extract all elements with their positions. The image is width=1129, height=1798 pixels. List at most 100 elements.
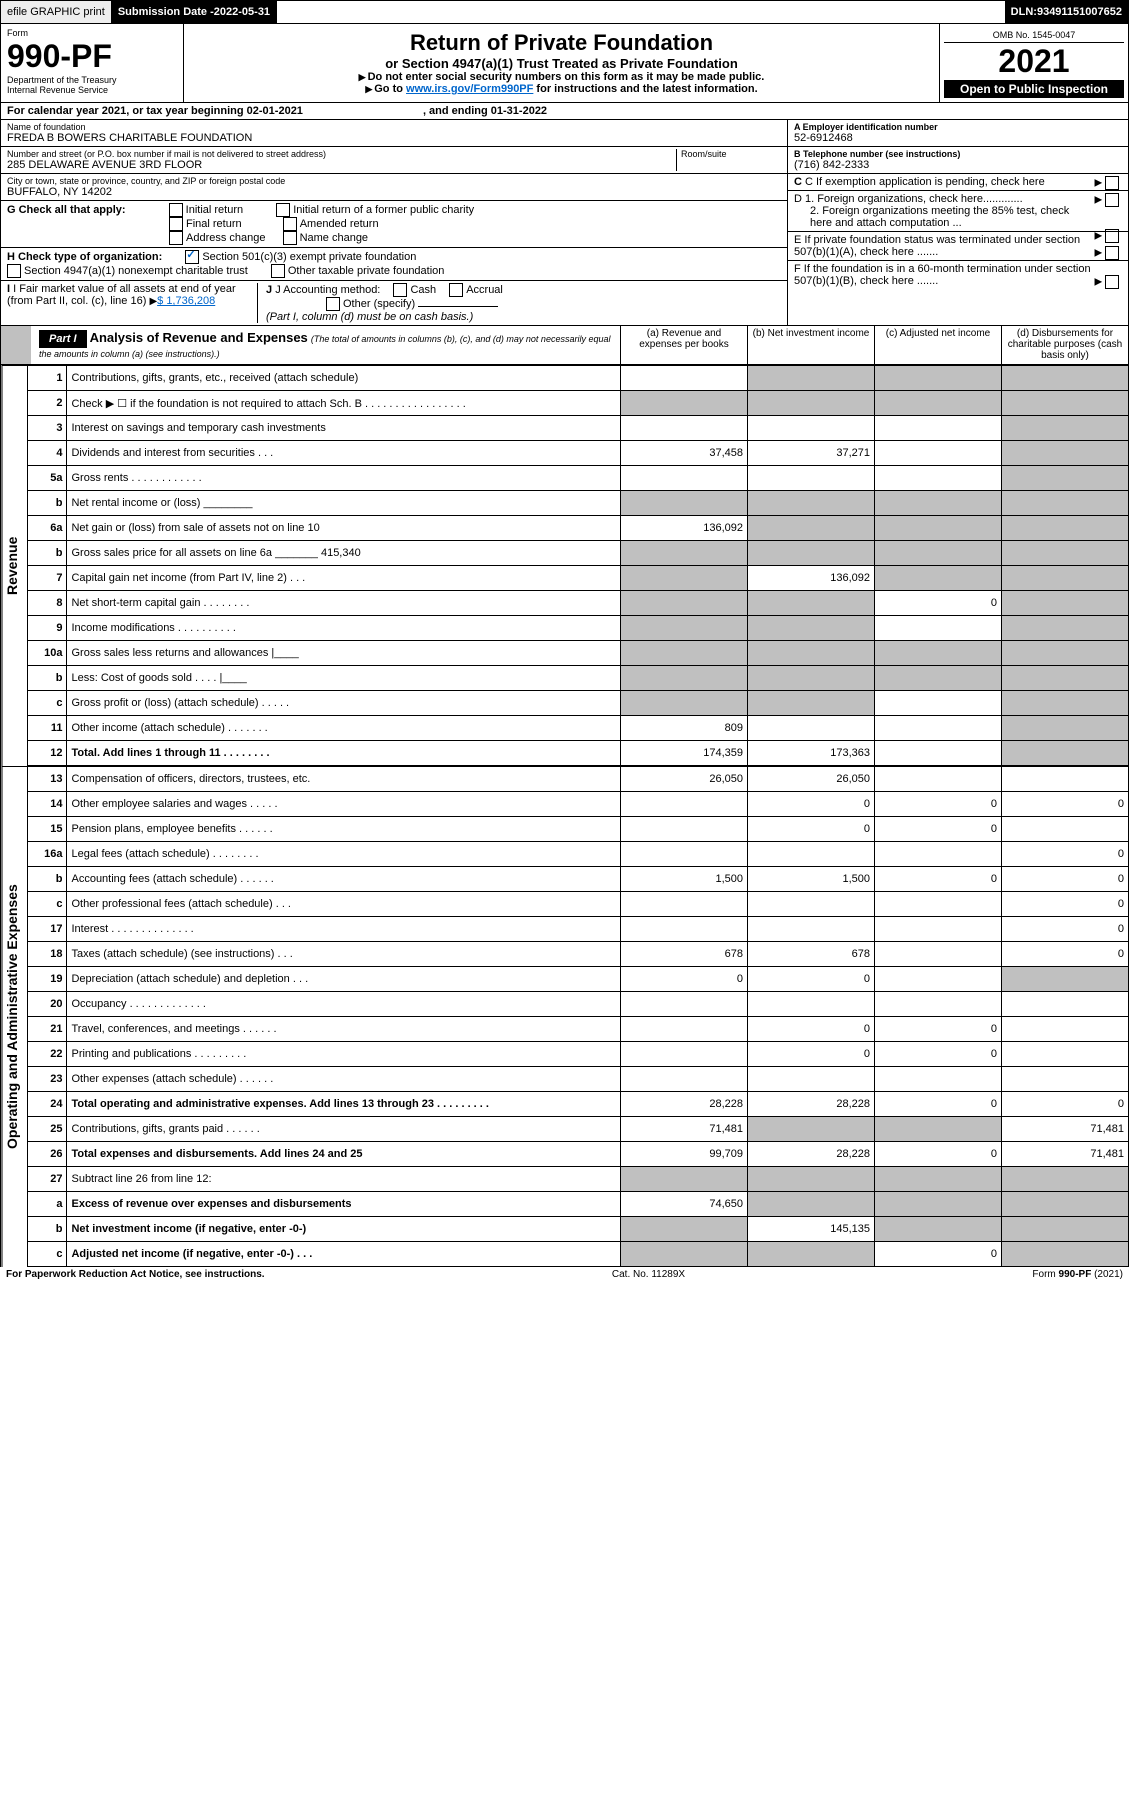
revenue-table: 1Contributions, gifts, grants, etc., rec…	[27, 365, 1129, 766]
part-1-header: Part I Analysis of Revenue and Expenses …	[0, 326, 1129, 365]
omb: OMB No. 1545-0047	[944, 28, 1124, 43]
instr-2: Go to www.irs.gov/Form990PF for instruct…	[194, 83, 929, 95]
former-charity-checkbox[interactable]	[276, 203, 290, 217]
table-row: 14Other employee salaries and wages . . …	[28, 792, 1129, 817]
irs: Internal Revenue Service	[7, 85, 177, 95]
table-row: 12Total. Add lines 1 through 11 . . . . …	[28, 741, 1129, 766]
table-row: bGross sales price for all assets on lin…	[28, 541, 1129, 566]
table-row: 10aGross sales less returns and allowanc…	[28, 641, 1129, 666]
telephone: (716) 842-2333	[794, 159, 1122, 171]
name-change-checkbox[interactable]	[283, 231, 297, 245]
address-change-checkbox[interactable]	[169, 231, 183, 245]
table-row: 23Other expenses (attach schedule) . . .…	[28, 1067, 1129, 1092]
open-inspection: Open to Public Inspection	[944, 80, 1124, 98]
ein: 52-6912468	[794, 132, 1122, 144]
identification-block: Name of foundation FREDA B BOWERS CHARIT…	[0, 120, 1129, 326]
table-row: 26Total expenses and disbursements. Add …	[28, 1142, 1129, 1167]
calendar-year-row: For calendar year 2021, or tax year begi…	[0, 103, 1129, 120]
cash-checkbox[interactable]	[393, 283, 407, 297]
table-row: 21Travel, conferences, and meetings . . …	[28, 1017, 1129, 1042]
section-i-j: I I Fair market value of all assets at e…	[1, 281, 787, 325]
table-row: cOther professional fees (attach schedul…	[28, 892, 1129, 917]
col-b-header: (b) Net investment income	[747, 326, 874, 364]
table-row: aExcess of revenue over expenses and dis…	[28, 1192, 1129, 1217]
table-row: 2Check ▶ ☐ if the foundation is not requ…	[28, 391, 1129, 416]
table-row: 5aGross rents . . . . . . . . . . . .	[28, 466, 1129, 491]
tel-label: B Telephone number (see instructions)	[794, 149, 1122, 159]
footer-left: For Paperwork Reduction Act Notice, see …	[6, 1269, 265, 1280]
table-row: cAdjusted net income (if negative, enter…	[28, 1242, 1129, 1267]
501c3-checkbox[interactable]	[185, 250, 199, 264]
footer-mid: Cat. No. 11289X	[612, 1269, 685, 1280]
foreign-85-checkbox[interactable]	[1105, 229, 1119, 243]
section-d: D 1. Foreign organizations, check here..…	[788, 191, 1128, 232]
form-label: Form	[7, 28, 177, 38]
dept: Department of the Treasury	[7, 75, 177, 85]
table-row: cGross profit or (loss) (attach schedule…	[28, 691, 1129, 716]
table-row: 6aNet gain or (loss) from sale of assets…	[28, 516, 1129, 541]
final-return-checkbox[interactable]	[169, 217, 183, 231]
table-row: 13Compensation of officers, directors, t…	[28, 767, 1129, 792]
submission-date: Submission Date - 2022-05-31	[112, 1, 277, 23]
col-d-header: (d) Disbursements for charitable purpose…	[1001, 326, 1128, 364]
foreign-org-checkbox[interactable]	[1105, 193, 1119, 207]
table-row: 18Taxes (attach schedule) (see instructi…	[28, 942, 1129, 967]
efile-label: efile GRAPHIC print	[7, 6, 105, 18]
form-subtitle: or Section 4947(a)(1) Trust Treated as P…	[194, 56, 929, 71]
revenue-section-label: Revenue	[1, 365, 27, 766]
form-header: Form 990-PF Department of the Treasury I…	[0, 24, 1129, 103]
opex-section-label: Operating and Administrative Expenses	[1, 766, 27, 1267]
form-number: 990-PF	[7, 38, 177, 75]
ein-label: A Employer identification number	[794, 122, 1122, 132]
table-row: bNet investment income (if negative, ent…	[28, 1217, 1129, 1242]
other-taxable-checkbox[interactable]	[271, 264, 285, 278]
section-h: H Check type of organization: Section 50…	[1, 248, 787, 281]
exemption-pending-checkbox[interactable]	[1105, 176, 1119, 190]
col-c-header: (c) Adjusted net income	[874, 326, 1001, 364]
dln: DLN: 93491151007652	[1005, 1, 1128, 23]
foundation-name: FREDA B BOWERS CHARITABLE FOUNDATION	[7, 132, 781, 144]
form-title: Return of Private Foundation	[194, 30, 929, 56]
status-terminated-checkbox[interactable]	[1105, 246, 1119, 260]
addr-label: Number and street (or P.O. box number if…	[7, 149, 676, 159]
accrual-checkbox[interactable]	[449, 283, 463, 297]
table-row: 4Dividends and interest from securities …	[28, 441, 1129, 466]
top-bar: efile GRAPHIC print Submission Date - 20…	[0, 0, 1129, 24]
opex-table: 13Compensation of officers, directors, t…	[27, 766, 1129, 1267]
part-1-label: Part I	[39, 330, 87, 348]
tax-year: 2021	[944, 43, 1124, 80]
table-row: 19Depreciation (attach schedule) and dep…	[28, 967, 1129, 992]
table-row: 3Interest on savings and temporary cash …	[28, 416, 1129, 441]
table-row: bLess: Cost of goods sold . . . . |____	[28, 666, 1129, 691]
table-row: 7Capital gain net income (from Part IV, …	[28, 566, 1129, 591]
amended-return-checkbox[interactable]	[283, 217, 297, 231]
other-method-checkbox[interactable]	[326, 297, 340, 311]
table-row: 20Occupancy . . . . . . . . . . . . .	[28, 992, 1129, 1017]
table-row: bNet rental income or (loss) ________	[28, 491, 1129, 516]
table-row: 27Subtract line 26 from line 12:	[28, 1167, 1129, 1192]
4947-checkbox[interactable]	[7, 264, 21, 278]
col-a-header: (a) Revenue and expenses per books	[620, 326, 747, 364]
section-c: C C If exemption application is pending,…	[788, 174, 1128, 191]
table-row: 22Printing and publications . . . . . . …	[28, 1042, 1129, 1067]
page-footer: For Paperwork Reduction Act Notice, see …	[0, 1267, 1129, 1282]
fmv-value[interactable]: $ 1,736,208	[157, 295, 215, 307]
foundation-city: BUFFALO, NY 14202	[7, 186, 781, 198]
section-e: E If private foundation status was termi…	[788, 232, 1128, 261]
section-g: G Check all that apply: Initial return I…	[1, 201, 787, 248]
table-row: 24Total operating and administrative exp…	[28, 1092, 1129, 1117]
room-label: Room/suite	[681, 149, 781, 159]
60-month-checkbox[interactable]	[1105, 275, 1119, 289]
table-row: 9Income modifications . . . . . . . . . …	[28, 616, 1129, 641]
city-label: City or town, state or province, country…	[7, 176, 781, 186]
table-row: 15Pension plans, employee benefits . . .…	[28, 817, 1129, 842]
initial-return-checkbox[interactable]	[169, 203, 183, 217]
table-row: bAccounting fees (attach schedule) . . .…	[28, 867, 1129, 892]
footer-right: Form 990-PF (2021)	[1032, 1269, 1123, 1280]
table-row: 11Other income (attach schedule) . . . .…	[28, 716, 1129, 741]
table-row: 25Contributions, gifts, grants paid . . …	[28, 1117, 1129, 1142]
name-label: Name of foundation	[7, 122, 781, 132]
table-row: 17Interest . . . . . . . . . . . . . .0	[28, 917, 1129, 942]
instructions-link[interactable]: www.irs.gov/Form990PF	[406, 83, 533, 95]
efile-button[interactable]: efile GRAPHIC print	[1, 1, 112, 23]
